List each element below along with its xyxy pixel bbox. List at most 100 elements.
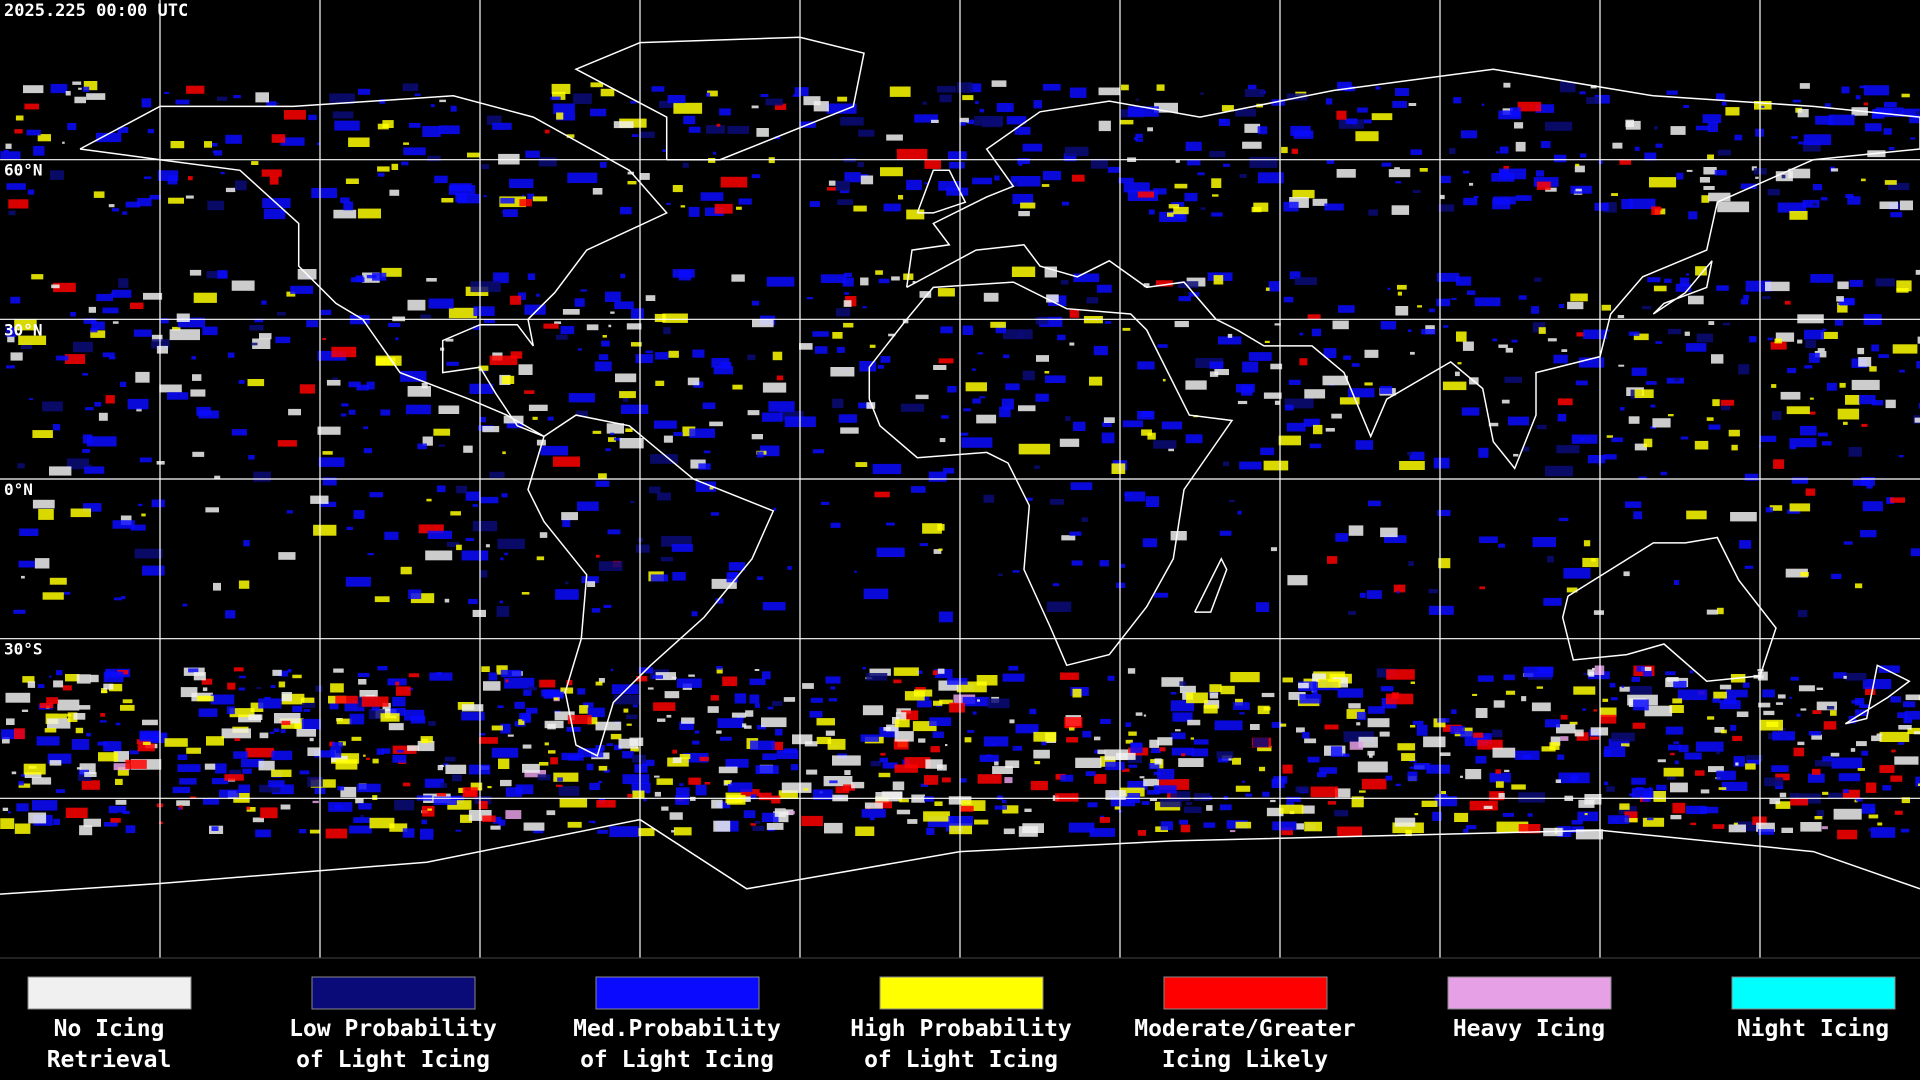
icing-pixel (1812, 768, 1821, 775)
icing-pixel (1772, 731, 1795, 741)
icing-pixel (1599, 714, 1617, 724)
icing-pixel (710, 695, 719, 701)
icing-pixel (1299, 694, 1322, 704)
icing-pixel (1327, 801, 1337, 805)
icing-pixel (912, 721, 937, 732)
icing-pixel (1864, 123, 1882, 132)
icing-pixel (1479, 586, 1485, 590)
icing-pixel (452, 774, 462, 782)
icing-pixel (1006, 116, 1027, 125)
icing-pixel (1069, 87, 1087, 98)
icing-pixel (1837, 302, 1848, 313)
icing-pixel (1746, 759, 1761, 765)
icing-pixel (1099, 817, 1110, 823)
icing-pixel (444, 756, 456, 762)
icing-pixel (778, 790, 798, 799)
icing-pixel (899, 799, 909, 803)
icing-pixel (767, 706, 774, 710)
icing-pixel (472, 609, 486, 617)
icing-pixel (1510, 107, 1521, 117)
icing-pixel (894, 731, 914, 742)
icing-pixel (417, 740, 435, 752)
icing-pixel (1265, 287, 1270, 291)
icing-pixel (118, 278, 129, 288)
icing-pixel (836, 308, 851, 317)
icing-pixel (1789, 696, 1792, 699)
icing-pixel (543, 323, 559, 329)
icing-pixel (924, 796, 934, 802)
icing-pixel (1014, 126, 1031, 135)
icing-pixel (528, 686, 537, 691)
icing-pixel (933, 549, 942, 554)
icing-pixel (869, 344, 876, 348)
icing-pixel (1834, 319, 1844, 326)
icing-pixel (626, 323, 642, 330)
icing-pixel (1217, 757, 1229, 763)
icing-pixel (395, 337, 399, 341)
icing-pixel (400, 566, 412, 575)
icing-pixel (1631, 777, 1646, 785)
icing-pixel (441, 198, 454, 203)
icing-pixel (482, 815, 496, 822)
icing-pixel (1157, 344, 1168, 348)
icing-pixel (1584, 794, 1602, 805)
icing-pixel (573, 93, 592, 104)
icing-pixel (911, 486, 926, 493)
icing-pixel (311, 187, 338, 199)
icing-pixel (567, 821, 582, 828)
icing-pixel (1128, 731, 1137, 736)
icing-pixel (422, 805, 435, 817)
icing-pixel (771, 741, 783, 750)
icing-pixel (1543, 597, 1562, 606)
icing-pixel (806, 297, 814, 300)
icing-pixel (576, 410, 588, 417)
icing-pixel (1237, 400, 1248, 405)
icing-pixel (619, 206, 632, 215)
icing-pixel (1367, 750, 1375, 756)
icing-pixel (607, 529, 621, 535)
icing-pixel (1130, 742, 1143, 753)
icing-pixel (499, 600, 503, 604)
icing-pixel (366, 757, 370, 760)
icing-pixel (98, 412, 108, 421)
icing-pixel (1797, 339, 1803, 344)
icing-pixel (1069, 342, 1075, 346)
icing-pixel (1686, 169, 1693, 172)
icing-pixel (1731, 444, 1738, 451)
icing-pixel (979, 108, 984, 113)
icing-pixel (21, 709, 29, 712)
icing-pixel (842, 277, 854, 287)
icing-pixel (330, 683, 344, 693)
icing-pixel (1674, 760, 1679, 765)
icing-pixel (1556, 724, 1576, 734)
icing-pixel (252, 817, 264, 823)
icing-pixel (213, 582, 221, 591)
icing-pixel (78, 769, 89, 776)
icing-pixel (478, 801, 488, 810)
icing-pixel (369, 492, 384, 498)
icing-pixel (1815, 115, 1833, 125)
icing-pixel (139, 730, 161, 742)
icing-pixel (610, 432, 615, 435)
icing-pixel (160, 318, 169, 324)
icing-pixel (979, 754, 999, 762)
icing-pixel (598, 765, 608, 771)
icing-pixel (1295, 786, 1309, 793)
icing-pixel (917, 700, 932, 708)
icing-pixel (614, 301, 634, 310)
icing-pixel (335, 759, 358, 770)
icing-pixel (781, 782, 812, 793)
icing-pixel (843, 300, 852, 307)
icing-pixel (52, 424, 61, 431)
icing-pixel (1789, 445, 1797, 450)
icing-pixel (614, 437, 622, 441)
icing-pixel (1072, 421, 1086, 431)
icing-pixel (577, 501, 599, 511)
icing-pixel (1855, 709, 1868, 716)
icing-pixel (264, 696, 271, 700)
icing-pixel (478, 737, 498, 744)
icing-pixel (1672, 802, 1686, 814)
icing-pixel (1716, 285, 1729, 291)
icing-pixel (1824, 103, 1831, 109)
icing-pixel (1135, 133, 1143, 139)
